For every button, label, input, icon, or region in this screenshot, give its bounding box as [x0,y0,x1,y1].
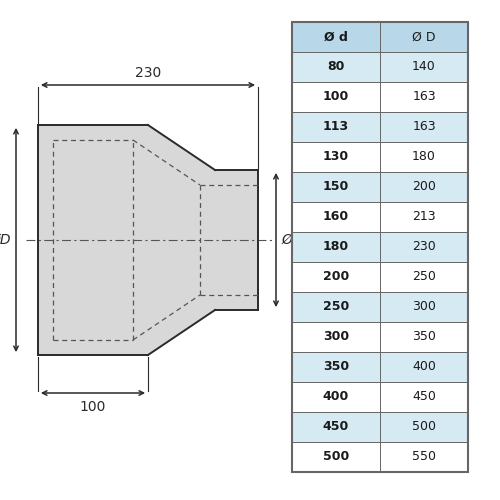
Text: 350: 350 [323,360,349,374]
Polygon shape [38,125,148,355]
FancyBboxPatch shape [380,142,468,172]
Text: 550: 550 [412,450,436,464]
FancyBboxPatch shape [292,292,380,322]
Text: 230: 230 [412,240,436,254]
FancyBboxPatch shape [380,412,468,442]
FancyBboxPatch shape [292,112,380,142]
Text: 500: 500 [323,450,349,464]
FancyBboxPatch shape [380,262,468,292]
FancyBboxPatch shape [380,442,468,472]
Text: 113: 113 [323,120,349,134]
Text: 163: 163 [412,120,436,134]
FancyBboxPatch shape [292,202,380,232]
Text: 300: 300 [412,300,436,314]
FancyBboxPatch shape [292,322,380,352]
Polygon shape [148,125,215,355]
FancyBboxPatch shape [380,172,468,202]
Text: 100: 100 [323,90,349,104]
Text: 160: 160 [323,210,349,224]
Text: 130: 130 [323,150,349,164]
FancyBboxPatch shape [292,262,380,292]
FancyBboxPatch shape [292,352,380,382]
Text: 150: 150 [323,180,349,194]
Text: 400: 400 [412,360,436,374]
FancyBboxPatch shape [292,52,380,82]
FancyBboxPatch shape [292,172,380,202]
Text: 200: 200 [412,180,436,194]
Text: Ød: Ød [281,233,300,247]
FancyBboxPatch shape [380,22,468,52]
FancyBboxPatch shape [292,442,380,472]
Text: 350: 350 [412,330,436,344]
Text: 450: 450 [412,390,436,404]
Text: 450: 450 [323,420,349,434]
Text: 213: 213 [412,210,436,224]
FancyBboxPatch shape [292,22,380,52]
Text: 250: 250 [412,270,436,283]
FancyBboxPatch shape [380,292,468,322]
FancyBboxPatch shape [292,412,380,442]
Text: Ø d: Ø d [324,30,348,44]
FancyBboxPatch shape [380,232,468,262]
Text: Ø D: Ø D [412,30,436,44]
Text: 180: 180 [412,150,436,164]
Text: 200: 200 [323,270,349,283]
Text: 300: 300 [323,330,349,344]
Text: 230: 230 [135,66,161,80]
FancyBboxPatch shape [292,382,380,412]
FancyBboxPatch shape [380,352,468,382]
Text: 400: 400 [323,390,349,404]
Text: 100: 100 [80,400,106,414]
Text: 500: 500 [412,420,436,434]
Text: ØD: ØD [0,233,11,247]
Text: 250: 250 [323,300,349,314]
FancyBboxPatch shape [292,232,380,262]
FancyBboxPatch shape [380,202,468,232]
FancyBboxPatch shape [380,112,468,142]
FancyBboxPatch shape [380,52,468,82]
Text: 80: 80 [328,60,344,74]
Text: 180: 180 [323,240,349,254]
Polygon shape [215,170,258,310]
Text: 163: 163 [412,90,436,104]
FancyBboxPatch shape [292,142,380,172]
FancyBboxPatch shape [380,82,468,112]
FancyBboxPatch shape [380,322,468,352]
FancyBboxPatch shape [292,82,380,112]
Text: 140: 140 [412,60,436,74]
FancyBboxPatch shape [380,382,468,412]
